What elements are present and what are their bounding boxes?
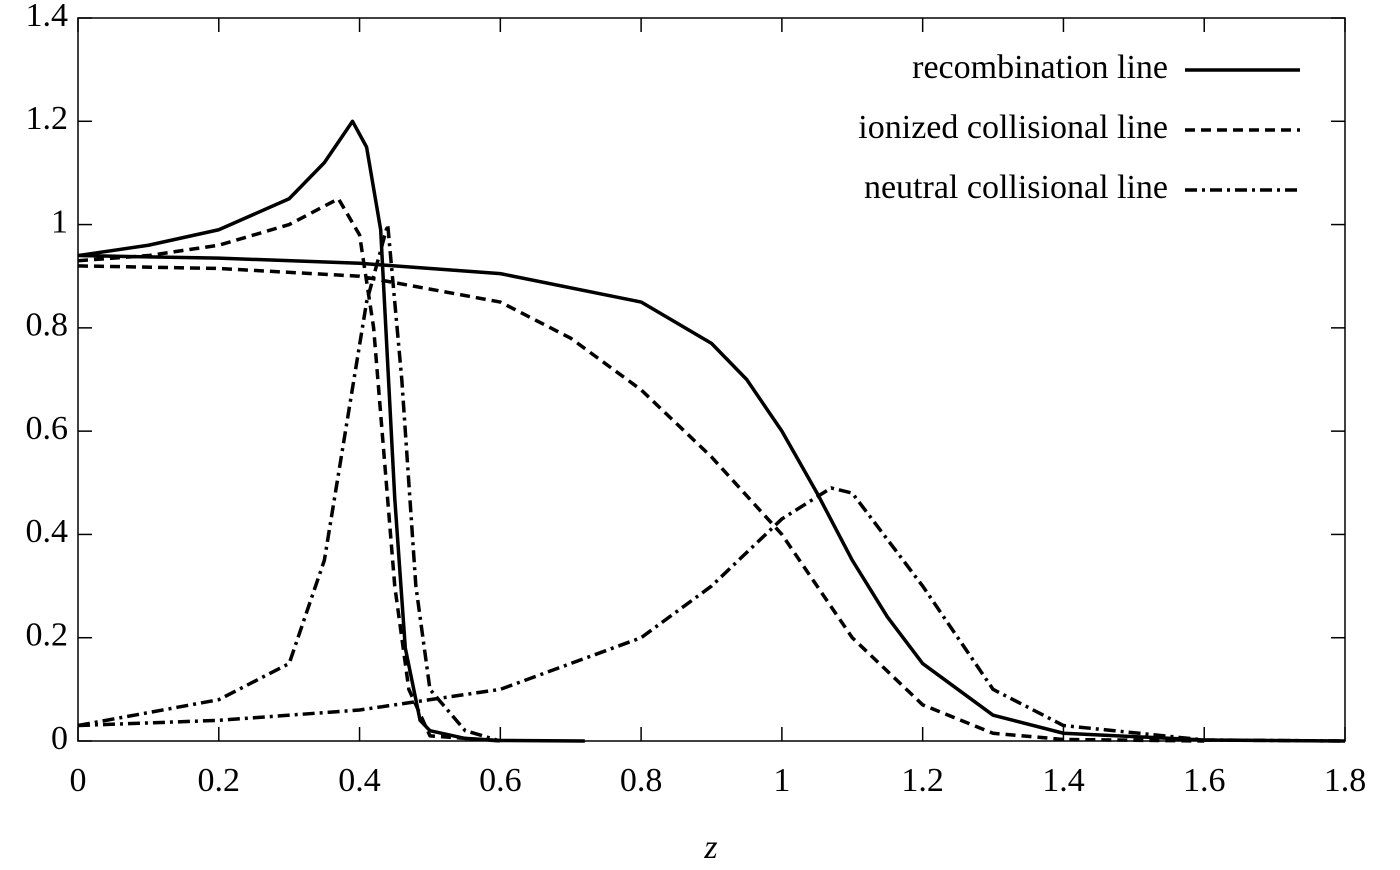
y-tick-label: 0.2 (26, 617, 69, 654)
y-tick-label: 0.8 (26, 307, 69, 344)
x-tick-label: 1.6 (1183, 762, 1226, 799)
y-tick-label: 1 (51, 203, 68, 240)
x-tick-label: 0.2 (198, 762, 241, 799)
legend-label: ionized collisional line (858, 109, 1168, 146)
x-tick-label: 1 (773, 762, 790, 799)
y-tick-label: 0.4 (26, 513, 69, 550)
plot-frame (77, 17, 1346, 742)
x-tick-label: 0.8 (620, 762, 663, 799)
legend-label: recombination line (912, 49, 1168, 86)
x-tick-label: 1.8 (1324, 762, 1367, 799)
y-tick-label: 1.2 (26, 100, 69, 137)
x-tick-label: 1.2 (901, 762, 944, 799)
line-dashed (77, 197, 1205, 743)
y-tick-label: 0 (51, 720, 68, 757)
y-tick-label: 1.4 (26, 0, 69, 34)
y-tick-label: 0.6 (26, 410, 69, 447)
line-dashdot (77, 222, 1346, 743)
x-tick-label: 1.4 (1042, 762, 1085, 799)
x-tick-label: 0.4 (338, 762, 381, 799)
x-tick-label: 0.6 (479, 762, 522, 799)
legend-label: neutral collisional line (864, 169, 1168, 206)
x-tick-label: 0 (70, 762, 87, 799)
line-solid (77, 119, 1346, 743)
x-axis-label: z (703, 829, 717, 866)
